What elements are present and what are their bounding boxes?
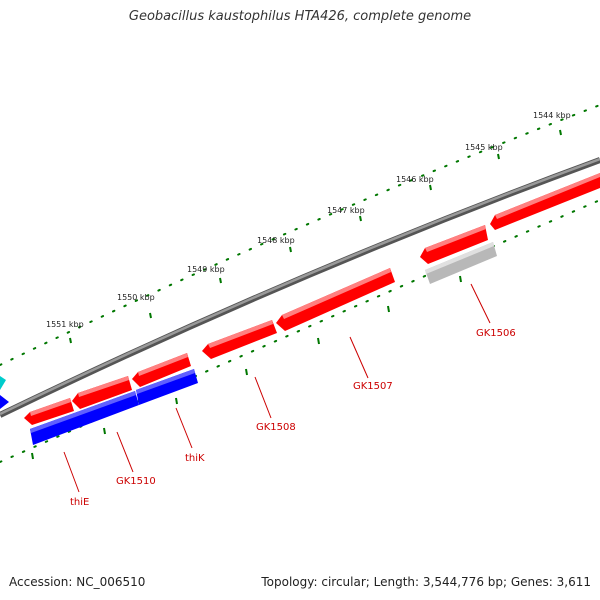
inner-major-ticks xyxy=(31,275,462,460)
partial-gene-blue[interactable] xyxy=(0,395,9,409)
accession-text: Accession: NC_006510 xyxy=(9,575,146,589)
gene-GK1510[interactable] xyxy=(30,391,139,445)
gene-label-thiK: thiK xyxy=(185,453,205,464)
gene-GK1510-reverse[interactable] xyxy=(72,376,132,409)
gene-label-GK1510: GK1510 xyxy=(116,476,156,487)
scale-label-1550: 1550 kbp xyxy=(117,293,155,302)
gene-GK1506[interactable] xyxy=(425,242,497,284)
scale-label-1546: 1546 kbp xyxy=(396,175,434,184)
gene-label-GK1506: GK1506 xyxy=(476,328,516,339)
reverse-strand-genes xyxy=(24,173,600,425)
gene-GK1507[interactable] xyxy=(276,268,395,331)
scale-label-1544: 1544 kbp xyxy=(533,111,571,120)
gene-GK1508[interactable] xyxy=(202,320,277,359)
scale-label-1551: 1551 kbp xyxy=(46,320,84,329)
forward-strand-genes xyxy=(30,369,198,445)
gene-thiE[interactable] xyxy=(24,398,74,425)
scale-label-1545: 1545 kbp xyxy=(465,143,503,152)
gene-label-thiE: thiE xyxy=(70,497,89,508)
gene-thiK[interactable] xyxy=(136,369,198,405)
scale-label-1549: 1549 kbp xyxy=(187,265,225,274)
gene-GK1505[interactable] xyxy=(490,173,600,230)
map-title: Geobacillus kaustophilus HTA426, complet… xyxy=(128,9,472,24)
gene-thiK-reverse[interactable] xyxy=(132,353,191,387)
genome-backbone xyxy=(0,157,600,418)
label-leaders xyxy=(63,283,491,493)
scale-label-1547: 1547 kbp xyxy=(327,206,365,215)
outer-tick-ring xyxy=(0,104,600,366)
outer-major-ticks xyxy=(69,129,562,344)
gene-label-GK1507: GK1507 xyxy=(353,381,393,392)
genome-summary: Topology: circular; Length: 3,544,776 bp… xyxy=(261,575,591,589)
gene-label-GK1508: GK1508 xyxy=(256,422,296,433)
scale-label-1548: 1548 kbp xyxy=(257,236,295,245)
gene-GK1506-upper[interactable] xyxy=(420,225,488,264)
inner-tick-ring xyxy=(0,199,600,463)
partial-gene-cyan[interactable] xyxy=(0,376,6,390)
